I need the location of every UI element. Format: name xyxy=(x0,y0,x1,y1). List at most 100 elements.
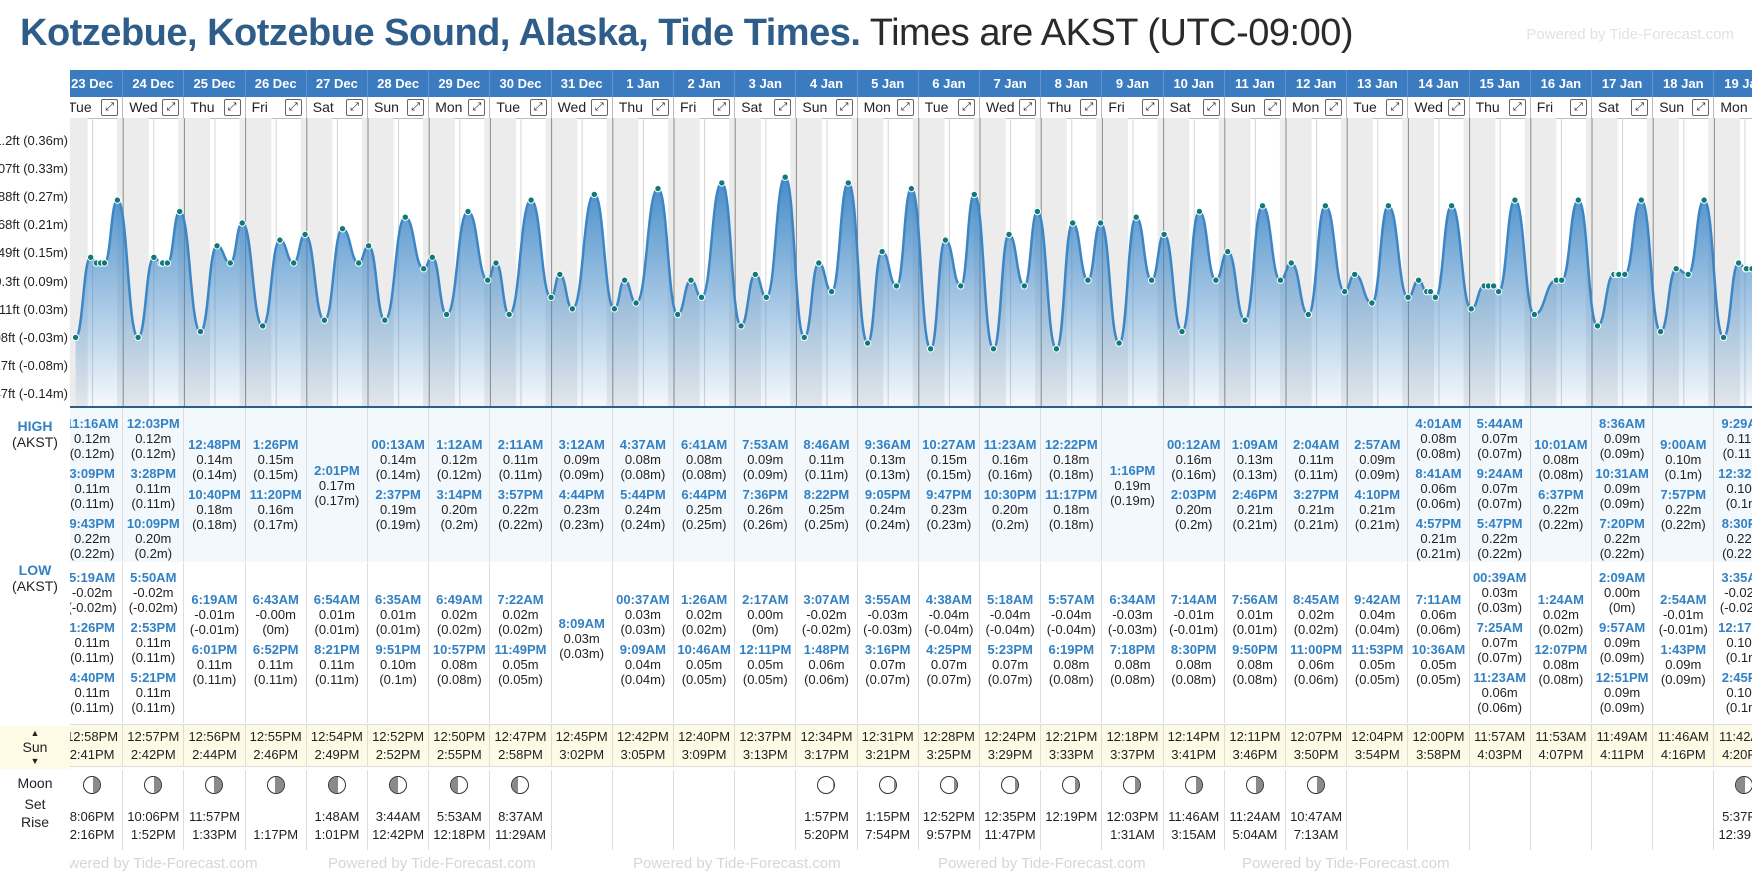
expand-icon[interactable]: ⤢ xyxy=(1447,99,1465,116)
date-header: 19 Jan xyxy=(1714,70,1752,97)
moonrise-time: 5:20PM xyxy=(804,827,849,842)
high-tide-time: 1:09AM xyxy=(1231,437,1279,452)
expand-icon[interactable]: ⤢ xyxy=(1141,99,1159,116)
day-of-week-label: Thu xyxy=(190,99,215,115)
expand-icon[interactable]: ⤢ xyxy=(1019,99,1037,116)
expand-icon[interactable]: ⤢ xyxy=(896,99,914,116)
sun-times-cell: 12:34PM 3:17PM xyxy=(796,724,858,767)
low-tide-height-paren: (0.02m) xyxy=(1538,622,1584,637)
sun-times-cell: 12:58PM 2:41PM xyxy=(70,724,124,767)
expand-icon[interactable]: ⤢ xyxy=(1631,99,1649,116)
expand-icon[interactable]: ⤢ xyxy=(1569,99,1587,116)
expand-icon[interactable]: ⤢ xyxy=(590,99,608,116)
expand-icon[interactable]: ⤢ xyxy=(1386,99,1404,116)
sunrise-time: 12:07PM xyxy=(1290,729,1343,744)
day-of-week: Tue ⤢ xyxy=(70,97,124,119)
moon-cell xyxy=(613,770,674,850)
expand-icon[interactable]: ⤢ xyxy=(345,99,363,116)
y-tick-label: -0.27ft (-0.08m) xyxy=(0,358,68,373)
expand-icon[interactable]: ⤢ xyxy=(1263,99,1281,116)
expand-icon[interactable]: ⤢ xyxy=(162,99,180,116)
low-tide-entry: 9:09AM 0.04m (0.04m) xyxy=(613,642,673,687)
expand-icon[interactable]: ⤢ xyxy=(713,99,731,116)
low-tide-entry: 1:43PM 0.09m (0.09m) xyxy=(1653,642,1713,687)
high-tide-entry: 9:43PM 0.22m (0.22m) xyxy=(70,516,122,561)
title-bar: Kotzebue, Kotzebue Sound, Alaska, Tide T… xyxy=(0,0,1752,70)
low-tide-time: 11:53PM xyxy=(1351,642,1404,657)
moonset-time: 12:52PM xyxy=(922,809,975,824)
low-tide-height: -0.03m xyxy=(1112,607,1153,622)
tide-point xyxy=(320,316,329,324)
moon-shadow xyxy=(328,777,338,793)
expand-icon[interactable]: ⤢ xyxy=(651,99,669,116)
expand-icon[interactable]: ⤢ xyxy=(1508,99,1526,116)
high-tide-time: 10:31AM xyxy=(1595,466,1649,481)
high-tide-height: 0.06m xyxy=(1420,481,1457,496)
day-of-week: Mon ⤢ xyxy=(429,97,491,119)
sunset-time: 2:42PM xyxy=(130,747,176,762)
moonrise-time xyxy=(1592,826,1652,844)
expand-icon[interactable]: ⤢ xyxy=(957,99,975,116)
low-tides-cell: 5:18AM -0.04m (-0.04m) 5:23PM 0.07m (0.07m) xyxy=(980,563,1042,723)
high-tide-entry: 10:40PM 0.18m (0.18m) xyxy=(184,487,244,532)
expand-icon[interactable]: ⤢ xyxy=(1202,99,1220,116)
tide-point xyxy=(697,293,706,302)
expand-icon[interactable]: ⤢ xyxy=(284,99,302,116)
expand-icon[interactable]: ⤢ xyxy=(774,99,792,116)
low-tide-height-paren: (0.11m) xyxy=(192,672,237,687)
tide-point xyxy=(276,236,284,244)
tide-point xyxy=(674,310,682,319)
tide-point xyxy=(1467,305,1476,313)
expand-icon[interactable]: ⤢ xyxy=(407,99,425,116)
high-tide-time: 4:37AM xyxy=(619,437,667,452)
low-tide-height-paren: (0.11m) xyxy=(70,700,114,715)
day-of-week-label: Mon xyxy=(863,99,891,115)
day-column: 31 Dec Wed ⤢ 3:12AM 0.09m (0.09m) 4:44PM 0.23m(… xyxy=(551,70,613,881)
night-band xyxy=(606,118,613,408)
high-tide-entry: 9:29AM0.11m(0.11m) xyxy=(1714,416,1752,461)
high-tides-cell: 1:26PM 0.15m (0.15m) 11:20PM 0.16m (0.17m) xyxy=(245,408,307,562)
high-tide-time: 1:12AM xyxy=(436,437,483,452)
moon-cell: 8:37AM 11:29AM xyxy=(490,770,552,850)
low-tide-entry: 7:25AM 0.07m (0.07m) xyxy=(1470,620,1530,665)
night-band xyxy=(1402,118,1409,408)
low-tide-time: 12:07PM xyxy=(1534,642,1588,657)
high-tide-entry: 4:10PM 0.21m (0.21m) xyxy=(1347,487,1407,532)
moon-cell xyxy=(1347,770,1409,850)
low-tide-height: -0.01m xyxy=(1663,607,1704,622)
tide-point xyxy=(1489,282,1498,290)
low-tides-cell: 5:57AM -0.04m (-0.04m) 6:19PM 0.08m (0.08m) xyxy=(1041,563,1103,723)
sunrise-time: 11:46AM xyxy=(1657,729,1709,744)
low-tide-time: 3:35AM xyxy=(1721,570,1752,585)
low-tide-height-paren: (-0.03m) xyxy=(863,622,913,637)
high-tides-cell: 8:46AM 0.11m (0.11m) 8:22PM 0.25m (0.25m) xyxy=(796,408,858,562)
low-tide-time: 7:22AM xyxy=(497,592,544,607)
high-tide-height-paren: (0.22m) xyxy=(1538,517,1584,532)
tide-point xyxy=(907,184,916,193)
low-tide-entry: 3:35AM-0.02m(-0.02m) xyxy=(1714,570,1752,615)
low-tide-height-paren: (0.08m) xyxy=(436,672,482,687)
low-tide-height: 0.08m xyxy=(1053,657,1090,672)
high-tide-height-paren: (0.26m) xyxy=(742,517,788,532)
low-tide-height-paren: (0.1m) xyxy=(1725,650,1752,665)
expand-icon[interactable]: ⤢ xyxy=(1692,99,1710,116)
low-tide-height: -0.04m xyxy=(989,607,1031,622)
powered-by-watermark: Powered by Tide-Forecast.com xyxy=(70,855,258,872)
expand-icon[interactable]: ⤢ xyxy=(223,99,241,116)
tide-point xyxy=(1115,339,1123,347)
high-tide-time: 12:32PM xyxy=(1718,466,1752,481)
moon-cell: 1:48AM 1:01PM xyxy=(307,770,368,850)
expand-icon[interactable]: ⤢ xyxy=(1325,99,1343,116)
expand-icon[interactable]: ⤢ xyxy=(468,99,486,116)
sunset-time: 2:52PM xyxy=(375,747,421,762)
expand-icon[interactable]: ⤢ xyxy=(1080,99,1098,116)
date-header: 5 Jan xyxy=(857,70,919,97)
expand-icon[interactable]: ⤢ xyxy=(529,99,547,116)
expand-icon[interactable]: ⤢ xyxy=(101,99,119,116)
high-tide-height-paren: (0.2m) xyxy=(440,517,479,532)
tide-point xyxy=(1212,276,1220,284)
tide-point xyxy=(238,219,246,227)
expand-icon[interactable]: ⤢ xyxy=(835,99,853,116)
high-tide-height: 0.18m xyxy=(196,502,233,517)
high-tide-time: 10:01AM xyxy=(1534,437,1588,452)
